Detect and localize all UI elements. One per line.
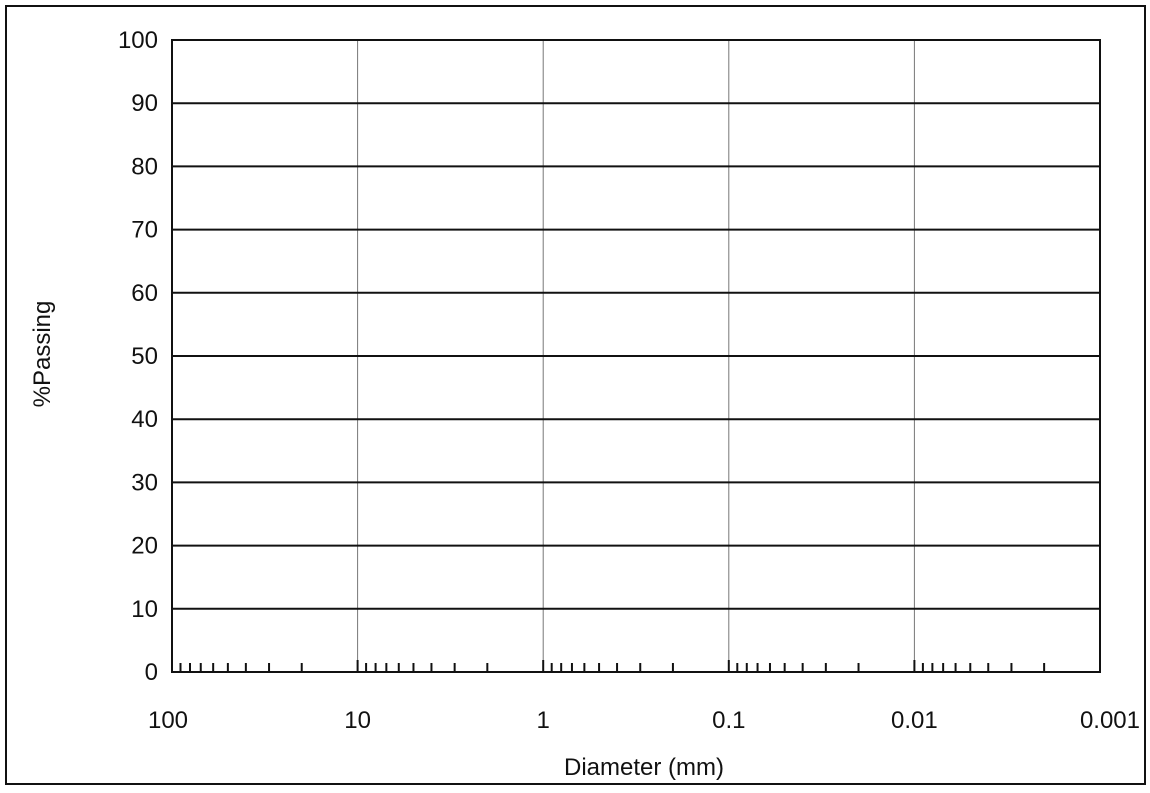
x-tick-label: 10 <box>344 707 371 734</box>
y-tick-label: 70 <box>131 217 158 244</box>
y-tick-label: 100 <box>118 27 158 54</box>
y-tick-label: 80 <box>131 153 158 180</box>
x-tick-label: 0.1 <box>712 707 745 734</box>
x-tick-label: 0.01 <box>891 707 938 734</box>
outer-border <box>5 5 1146 785</box>
y-tick-label: 10 <box>131 596 158 623</box>
y-tick-label: 20 <box>131 533 158 560</box>
y-tick-label: 90 <box>131 90 158 117</box>
y-tick-label: 30 <box>131 469 158 496</box>
plot-area <box>171 39 1101 673</box>
x-tick-label: 0.001 <box>1080 707 1140 734</box>
y-tick-label: 0 <box>145 659 158 686</box>
horizontal-gridlines <box>172 102 1100 610</box>
x-tick-labels: 100 10 1 0.1 0.01 0.001 <box>148 707 1140 734</box>
y-tick-label: 50 <box>131 343 158 370</box>
minor-tick-marks <box>171 660 1046 672</box>
y-tick-label: 40 <box>131 406 158 433</box>
y-tick-labels: 0 10 20 30 40 50 60 70 80 90 100 <box>118 27 158 686</box>
x-axis-title: Diameter (mm) <box>564 754 724 781</box>
x-tick-label: 100 <box>148 707 188 734</box>
y-axis-title: %Passing <box>29 301 56 408</box>
y-tick-label: 60 <box>131 280 158 307</box>
x-tick-label: 1 <box>537 707 550 734</box>
